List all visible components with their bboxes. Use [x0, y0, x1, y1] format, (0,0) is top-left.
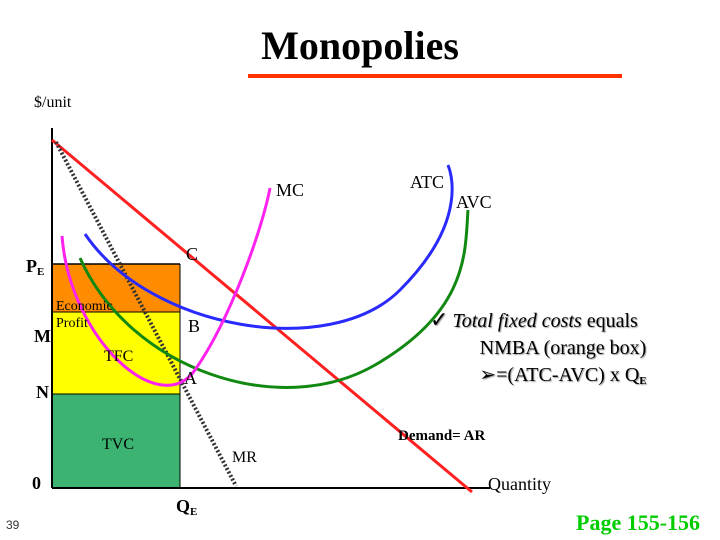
- note-line-2: NMBA (orange box): [479, 337, 647, 359]
- atc-label: ATC: [410, 172, 445, 192]
- atc-curve: [83, 164, 454, 330]
- economic-profit-label: Economic Profit: [56, 299, 113, 331]
- point-b-label: B: [188, 316, 201, 336]
- mr-label: MR: [232, 449, 257, 466]
- origin-label: 0: [32, 473, 41, 493]
- demand-label: Demand= AR: [398, 428, 486, 444]
- mc-curve: [60, 187, 272, 387]
- total-fixed-cost-note: ✓ Total fixed costs equals NMBA (orange b…: [430, 306, 696, 395]
- title-underline: [248, 74, 622, 78]
- arrow-right-icon: ➢: [479, 364, 497, 386]
- slide-number: 39: [6, 518, 20, 532]
- pe-label: PE: [26, 256, 45, 278]
- n-label: N: [36, 382, 49, 402]
- checkmark-icon: ✓: [430, 307, 449, 332]
- avc-curve: [78, 209, 470, 389]
- tvc-label: TVC: [102, 436, 134, 453]
- avc-label: AVC: [456, 192, 492, 212]
- note-line-1: ✓ Total fixed costs equals: [430, 307, 638, 332]
- mr-curve: [54, 141, 238, 487]
- note-line-3: ➢=(ATC-AVC) x QE: [479, 364, 647, 387]
- tfc-label: TFC: [104, 348, 134, 365]
- page-title: Monopolies: [261, 23, 459, 68]
- tvc-box: [52, 394, 180, 488]
- demand-curve: [51, 138, 473, 494]
- point-a-label: A: [184, 368, 197, 388]
- x-axis-label: Quantity: [488, 474, 551, 494]
- qe-label: QE: [176, 496, 198, 518]
- m-label: M: [34, 326, 51, 346]
- page-reference: Page 155-156: [576, 510, 701, 535]
- point-c-label: C: [186, 244, 199, 264]
- mc-label: MC: [276, 180, 305, 200]
- tfc-box: [52, 312, 180, 394]
- y-axis-label: $/unit: [34, 94, 72, 111]
